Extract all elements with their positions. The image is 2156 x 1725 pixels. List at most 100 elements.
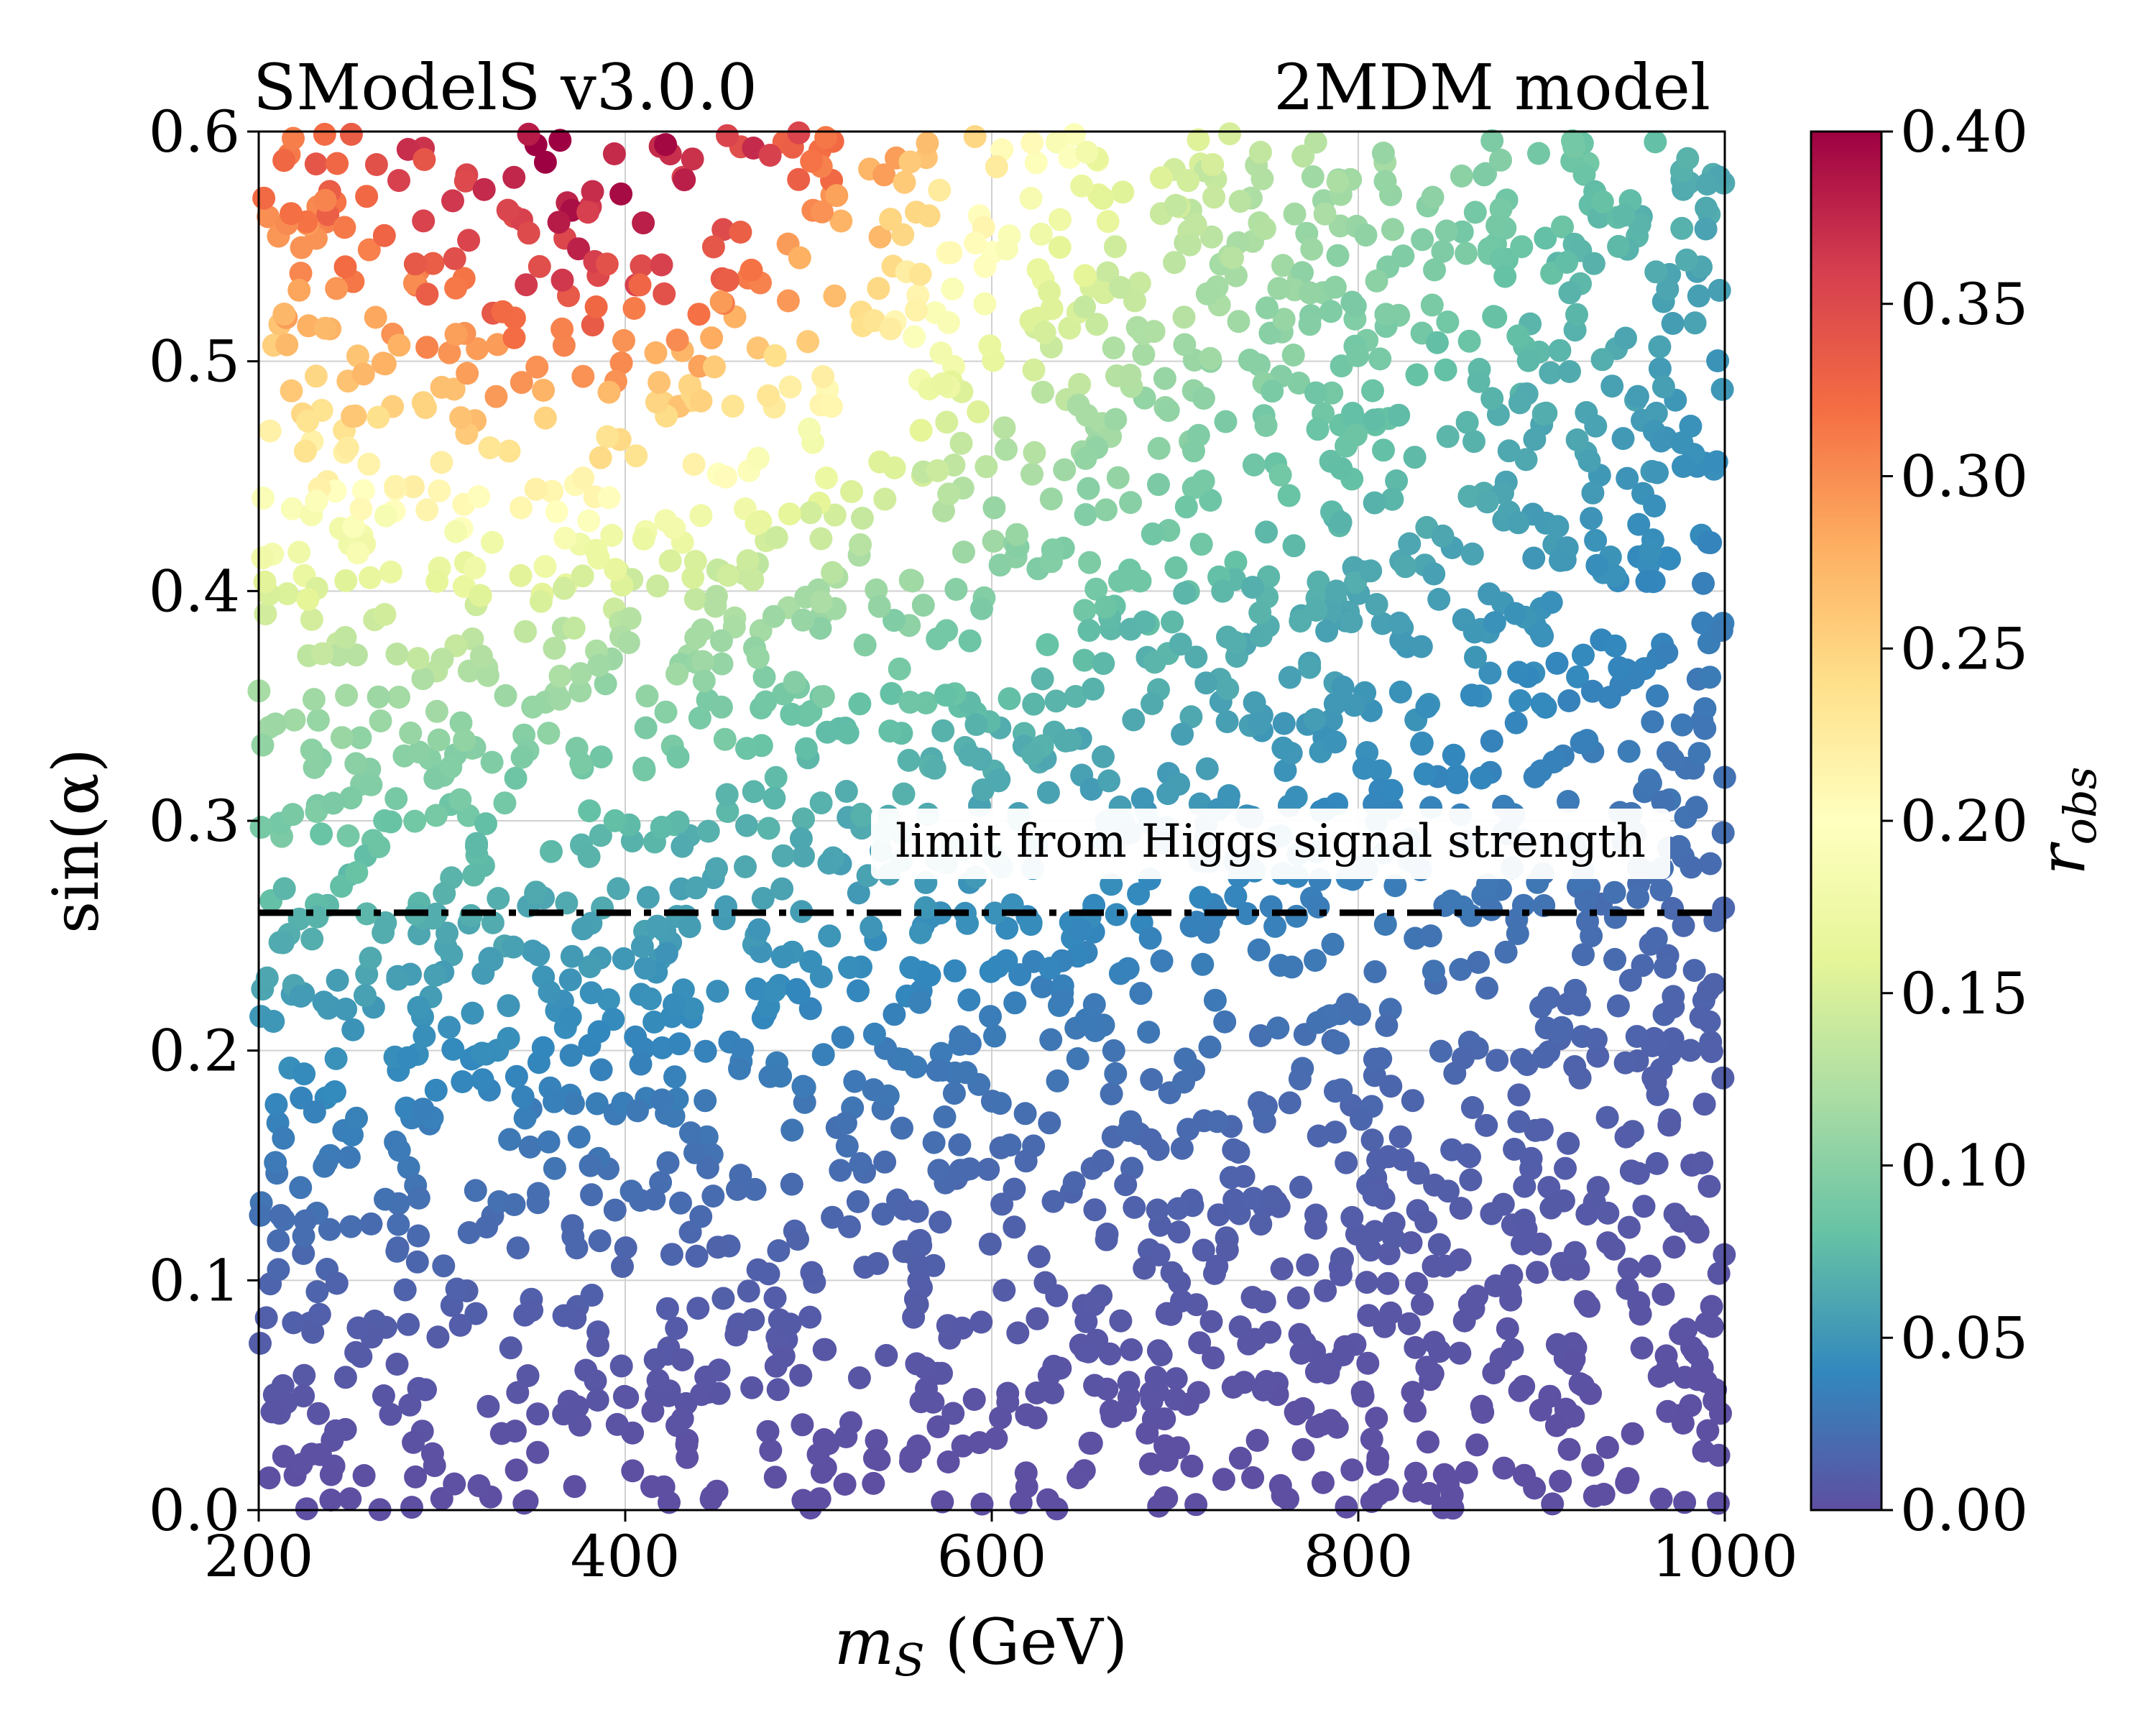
scatter-point bbox=[367, 685, 390, 709]
scatter-point bbox=[1405, 1271, 1429, 1295]
scatter-point bbox=[763, 344, 787, 367]
scatter-point bbox=[671, 834, 694, 858]
scatter-point bbox=[821, 1205, 844, 1229]
scatter-point bbox=[939, 241, 963, 264]
scatter-point bbox=[838, 956, 861, 980]
scatter-point bbox=[1699, 531, 1723, 555]
scatter-point bbox=[1203, 1261, 1226, 1285]
scatter-point bbox=[559, 1044, 583, 1067]
scatter-point bbox=[580, 1183, 603, 1207]
scatter-point bbox=[662, 1105, 686, 1128]
scatter-point bbox=[958, 629, 982, 653]
scatter-point bbox=[533, 406, 557, 430]
scatter-point bbox=[1670, 713, 1694, 737]
scatter-point bbox=[1312, 1471, 1335, 1494]
scatter-point bbox=[586, 546, 610, 570]
scatter-point bbox=[589, 446, 612, 469]
scatter-point bbox=[908, 262, 932, 286]
scatter-point bbox=[1315, 620, 1339, 643]
scatter-point bbox=[1083, 1374, 1107, 1397]
scatter-point bbox=[1198, 1035, 1222, 1059]
reference-line-label: limit from Higgs signal strength bbox=[895, 815, 1646, 868]
scatter-point bbox=[1575, 1202, 1599, 1226]
scatter-point bbox=[1174, 1047, 1197, 1071]
scatter-point bbox=[1581, 1453, 1605, 1477]
scatter-point bbox=[1149, 166, 1173, 190]
scatter-point bbox=[1263, 914, 1287, 938]
scatter-point bbox=[1335, 1151, 1358, 1174]
scatter-point bbox=[602, 142, 626, 165]
scatter-point bbox=[742, 1308, 765, 1332]
scatter-point bbox=[414, 396, 437, 420]
scatter-point bbox=[1401, 1381, 1424, 1404]
scatter-point bbox=[580, 1284, 604, 1307]
scatter-point bbox=[948, 1133, 972, 1156]
scatter-point bbox=[1494, 940, 1518, 964]
y-tick-label: 0.3 bbox=[149, 788, 240, 855]
scatter-point bbox=[1361, 379, 1384, 402]
scatter-point bbox=[642, 1011, 666, 1034]
scatter-point bbox=[853, 633, 877, 657]
scatter-point bbox=[988, 553, 1012, 577]
scatter-point bbox=[527, 943, 550, 967]
scatter-point bbox=[746, 646, 770, 669]
scatter-point bbox=[633, 957, 657, 980]
scatter-point bbox=[1031, 975, 1054, 998]
scatter-point bbox=[264, 712, 287, 736]
scatter-point bbox=[873, 487, 897, 511]
scatter-point bbox=[396, 1046, 420, 1070]
scatter-point bbox=[249, 1203, 272, 1227]
scatter-point bbox=[374, 504, 397, 528]
scatter-point bbox=[428, 479, 451, 502]
scatter-point bbox=[597, 486, 621, 510]
scatter-point bbox=[515, 273, 538, 297]
scatter-point bbox=[282, 126, 305, 150]
scatter-point bbox=[1404, 1399, 1427, 1423]
scatter-point bbox=[1150, 949, 1174, 972]
scatter-point bbox=[545, 500, 568, 523]
scatter-point bbox=[1184, 213, 1207, 236]
scatter-point bbox=[571, 917, 595, 941]
scatter-point bbox=[1399, 1231, 1423, 1254]
scatter-point bbox=[1363, 491, 1386, 515]
scatter-point bbox=[1213, 1010, 1237, 1034]
scatter-point bbox=[1485, 213, 1509, 237]
scatter-point bbox=[533, 555, 557, 579]
scatter-point bbox=[1676, 147, 1700, 170]
scatter-point bbox=[1360, 1490, 1383, 1513]
scatter-point bbox=[1161, 610, 1184, 634]
scatter-point bbox=[788, 246, 811, 270]
scatter-point bbox=[689, 389, 713, 413]
scatter-point bbox=[816, 720, 839, 744]
scatter-point bbox=[860, 916, 883, 939]
scatter-point bbox=[1179, 705, 1203, 729]
scatter-point bbox=[1199, 346, 1222, 370]
scatter-point bbox=[922, 1131, 946, 1154]
scatter-point bbox=[1616, 1276, 1639, 1300]
scatter-point bbox=[344, 1340, 368, 1364]
scatter-point bbox=[811, 1043, 835, 1067]
scatter-point bbox=[831, 1026, 854, 1049]
scatter-point bbox=[1530, 1118, 1554, 1141]
scatter-point bbox=[746, 1258, 770, 1282]
scatter-point bbox=[1341, 402, 1364, 425]
scatter-point bbox=[1330, 1247, 1353, 1271]
scatter-point bbox=[937, 482, 961, 506]
scatter-point bbox=[563, 1475, 586, 1499]
scatter-point bbox=[249, 816, 273, 839]
scatter-point bbox=[344, 643, 368, 667]
scatter-point bbox=[1397, 1312, 1421, 1335]
scatter-point bbox=[406, 647, 430, 671]
scatter-point bbox=[1523, 765, 1547, 788]
scatter-point bbox=[758, 144, 782, 167]
scatter-point bbox=[1278, 666, 1302, 689]
scatter-point bbox=[1059, 728, 1082, 752]
colorbar-label: robs bbox=[2025, 767, 2106, 875]
scatter-point bbox=[1138, 1452, 1162, 1476]
scatter-point bbox=[1687, 284, 1710, 308]
scatter-point bbox=[682, 453, 706, 477]
scatter-point bbox=[443, 1472, 466, 1496]
scatter-point bbox=[711, 1287, 735, 1310]
scatter-point bbox=[346, 1316, 370, 1340]
scatter-point bbox=[436, 921, 459, 945]
